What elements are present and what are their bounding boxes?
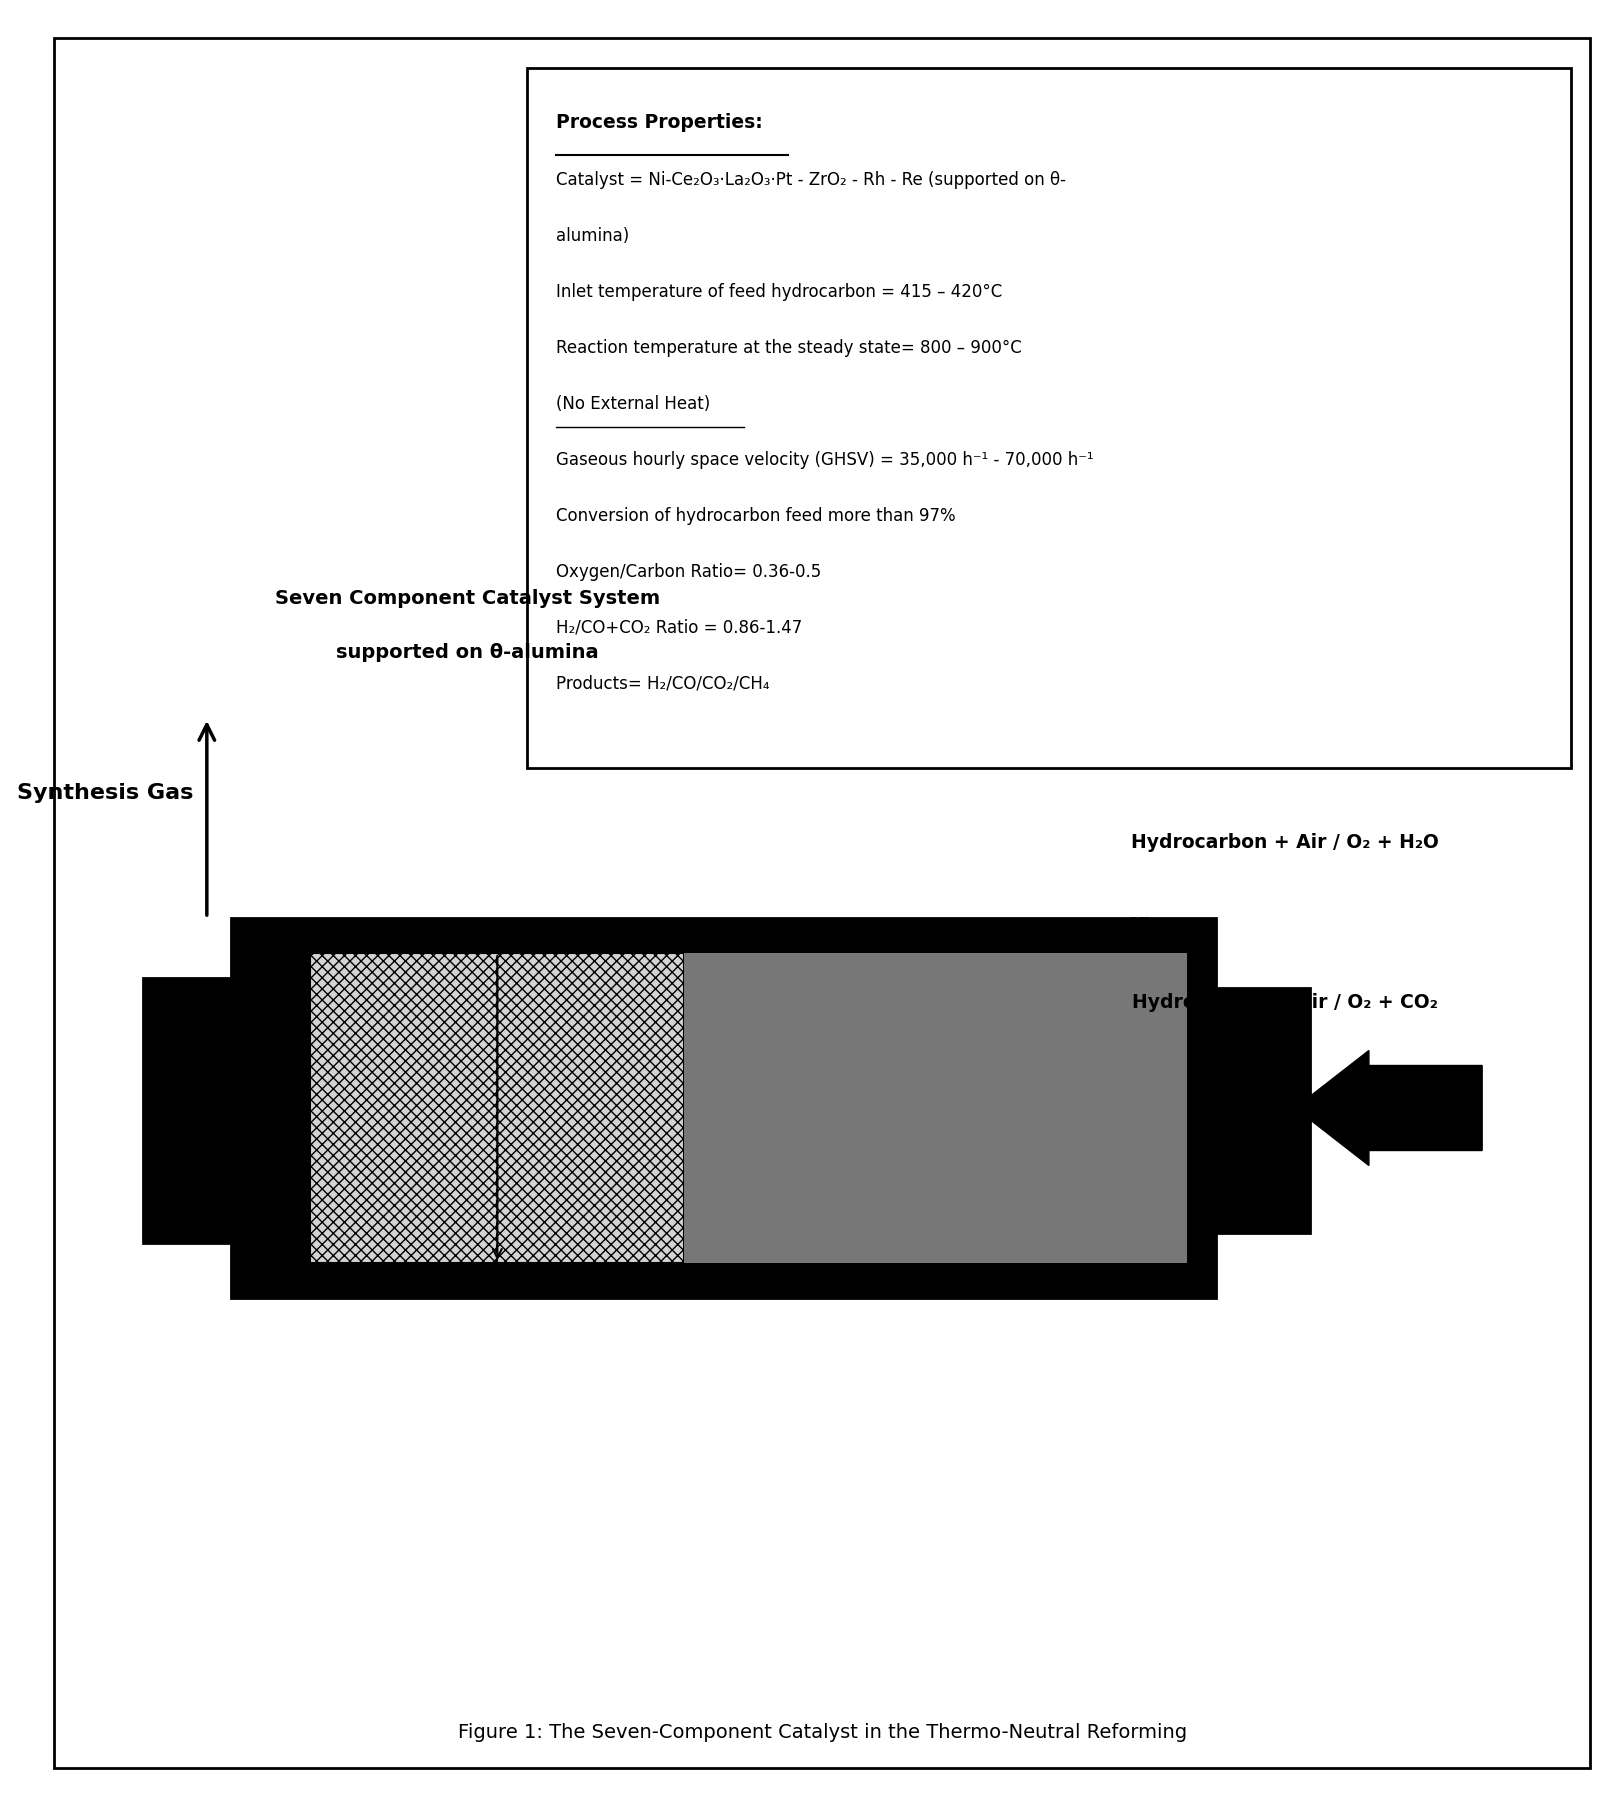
Text: Figure 1: The Seven-Component Catalyst in the Thermo-Neutral Reforming: Figure 1: The Seven-Component Catalyst i… <box>457 1724 1187 1742</box>
Text: (No External Heat): (No External Heat) <box>556 396 710 414</box>
Text: Gaseous hourly space velocity (GHSV) = 35,000 h⁻¹ - 70,000 h⁻¹: Gaseous hourly space velocity (GHSV) = 3… <box>556 451 1095 469</box>
Text: Process Properties:: Process Properties: <box>556 113 764 131</box>
Text: Seven Component Catalyst System: Seven Component Catalyst System <box>276 588 660 608</box>
Bar <box>232 919 1216 1298</box>
Bar <box>310 953 684 1262</box>
Text: Oxygen/Carbon Ratio= 0.36-0.5: Oxygen/Carbon Ratio= 0.36-0.5 <box>556 563 822 581</box>
Bar <box>684 953 1187 1262</box>
Text: Hydrocarbon + Air / O₂ + H₂O: Hydrocarbon + Air / O₂ + H₂O <box>1131 834 1439 852</box>
Text: Inlet temperature of feed hydrocarbon = 415 – 420°C: Inlet temperature of feed hydrocarbon = … <box>556 282 1002 300</box>
FancyArrow shape <box>1294 1050 1483 1165</box>
Text: Hydrocarbon + Air / O₂ + CO₂: Hydrocarbon + Air / O₂ + CO₂ <box>1132 994 1439 1012</box>
Text: Products= H₂/CO/CO₂/CH₄: Products= H₂/CO/CO₂/CH₄ <box>556 674 770 692</box>
Text: Reaction temperature at the steady state= 800 – 900°C: Reaction temperature at the steady state… <box>556 340 1022 358</box>
Text: H₂/CO+CO₂ Ratio = 0.86-1.47: H₂/CO+CO₂ Ratio = 0.86-1.47 <box>556 619 803 636</box>
Text: Catalyst = Ni-Ce₂O₃·La₂O₃·Pt - ZrO₂ - Rh - Re (supported on θ-: Catalyst = Ni-Ce₂O₃·La₂O₃·Pt - ZrO₂ - Rh… <box>556 171 1066 189</box>
Text: or: or <box>1126 913 1148 933</box>
Text: supported on θ-alumina: supported on θ-alumina <box>336 644 599 662</box>
Bar <box>143 978 237 1242</box>
Bar <box>527 68 1570 768</box>
Bar <box>1216 987 1311 1233</box>
Text: Conversion of hydrocarbon feed more than 97%: Conversion of hydrocarbon feed more than… <box>556 507 955 525</box>
Text: Synthesis Gas: Synthesis Gas <box>18 782 193 804</box>
Text: alumina): alumina) <box>556 227 629 245</box>
